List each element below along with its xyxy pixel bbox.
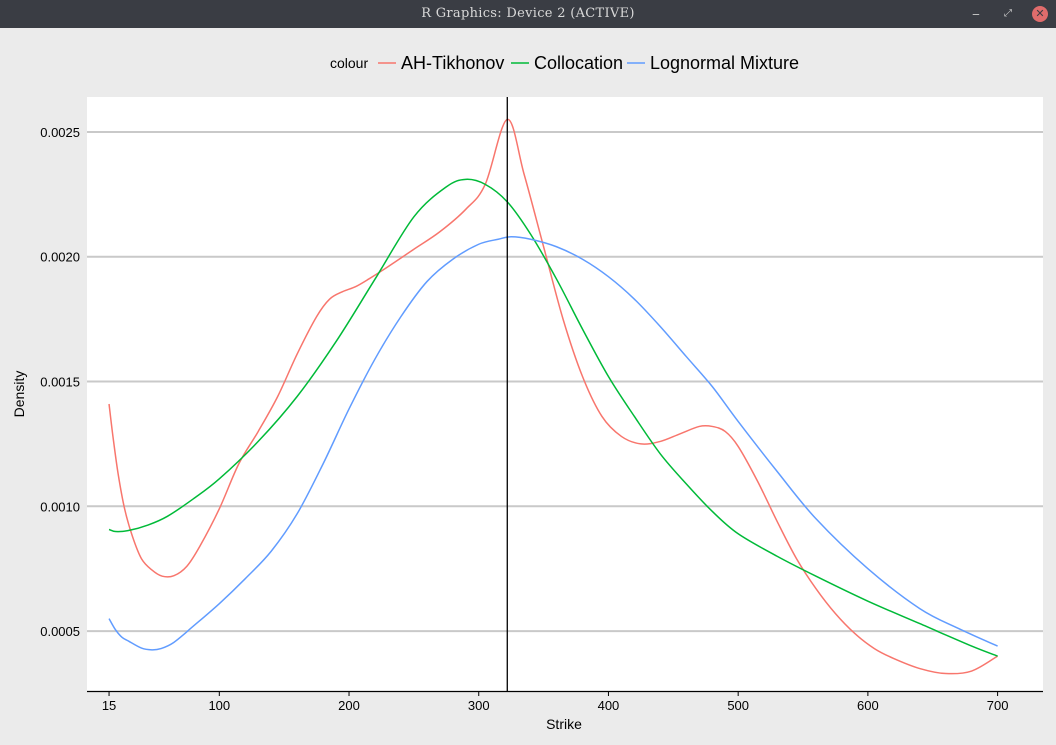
legend-label-collocation: Collocation [534, 53, 623, 73]
grid-lines [87, 130, 1043, 633]
y-axis-title: Density [11, 371, 27, 418]
legend-label-ah-tikhonov: AH-Tikhonov [401, 53, 504, 73]
series-line-collocation [108, 178, 998, 657]
x-tick-label-6: 600 [857, 698, 879, 713]
x-tick-label-5: 500 [727, 698, 749, 713]
y-axis-ticks: 0.0005 0.0010 0.0015 0.0020 0.0025 [40, 125, 80, 639]
series-line-lognormal-mixture [108, 236, 998, 651]
x-tick-label-7: 700 [987, 698, 1009, 713]
x-tick-label-0: 15 [102, 698, 116, 713]
minimize-button[interactable]: ‒ [972, 7, 980, 21]
legend: colour AH-Tikhonov Collocation Lognormal M… [330, 53, 799, 73]
window-title: R Graphics: Device 2 (ACTIVE) [421, 6, 635, 21]
series-line-ah-tikhonov [108, 118, 998, 675]
x-axis-title: Strike [546, 716, 582, 732]
x-tick-label-1: 100 [208, 698, 230, 713]
y-tick-label-0: 0.0005 [40, 624, 80, 639]
y-tick-label-2: 0.0015 [40, 375, 80, 390]
plot-canvas: colour AH-Tikhonov Collocation Lognormal M… [0, 28, 1056, 745]
x-tick-label-4: 400 [598, 698, 620, 713]
x-tick-label-2: 200 [338, 698, 360, 713]
plot-panel [87, 97, 1043, 691]
legend-title: colour [330, 55, 368, 71]
maximize-button[interactable]: ⤢ [1004, 8, 1012, 19]
series-layer [108, 118, 998, 675]
legend-label-lognormal-mixture: Lognormal Mixture [650, 53, 799, 73]
density-chart: colour AH-Tikhonov Collocation Lognormal M… [11, 53, 1043, 732]
y-tick-label-1: 0.0010 [40, 499, 80, 514]
y-tick-label-3: 0.0020 [40, 250, 80, 265]
x-tick-label-3: 300 [468, 698, 490, 713]
close-button[interactable]: ✕ [1032, 6, 1048, 22]
window-titlebar: R Graphics: Device 2 (ACTIVE) ‒ ⤢ ✕ [0, 0, 1056, 28]
x-axis-ticks: 15 100 200 300 400 500 600 700 [102, 691, 1009, 713]
y-tick-label-4: 0.0025 [40, 125, 80, 140]
